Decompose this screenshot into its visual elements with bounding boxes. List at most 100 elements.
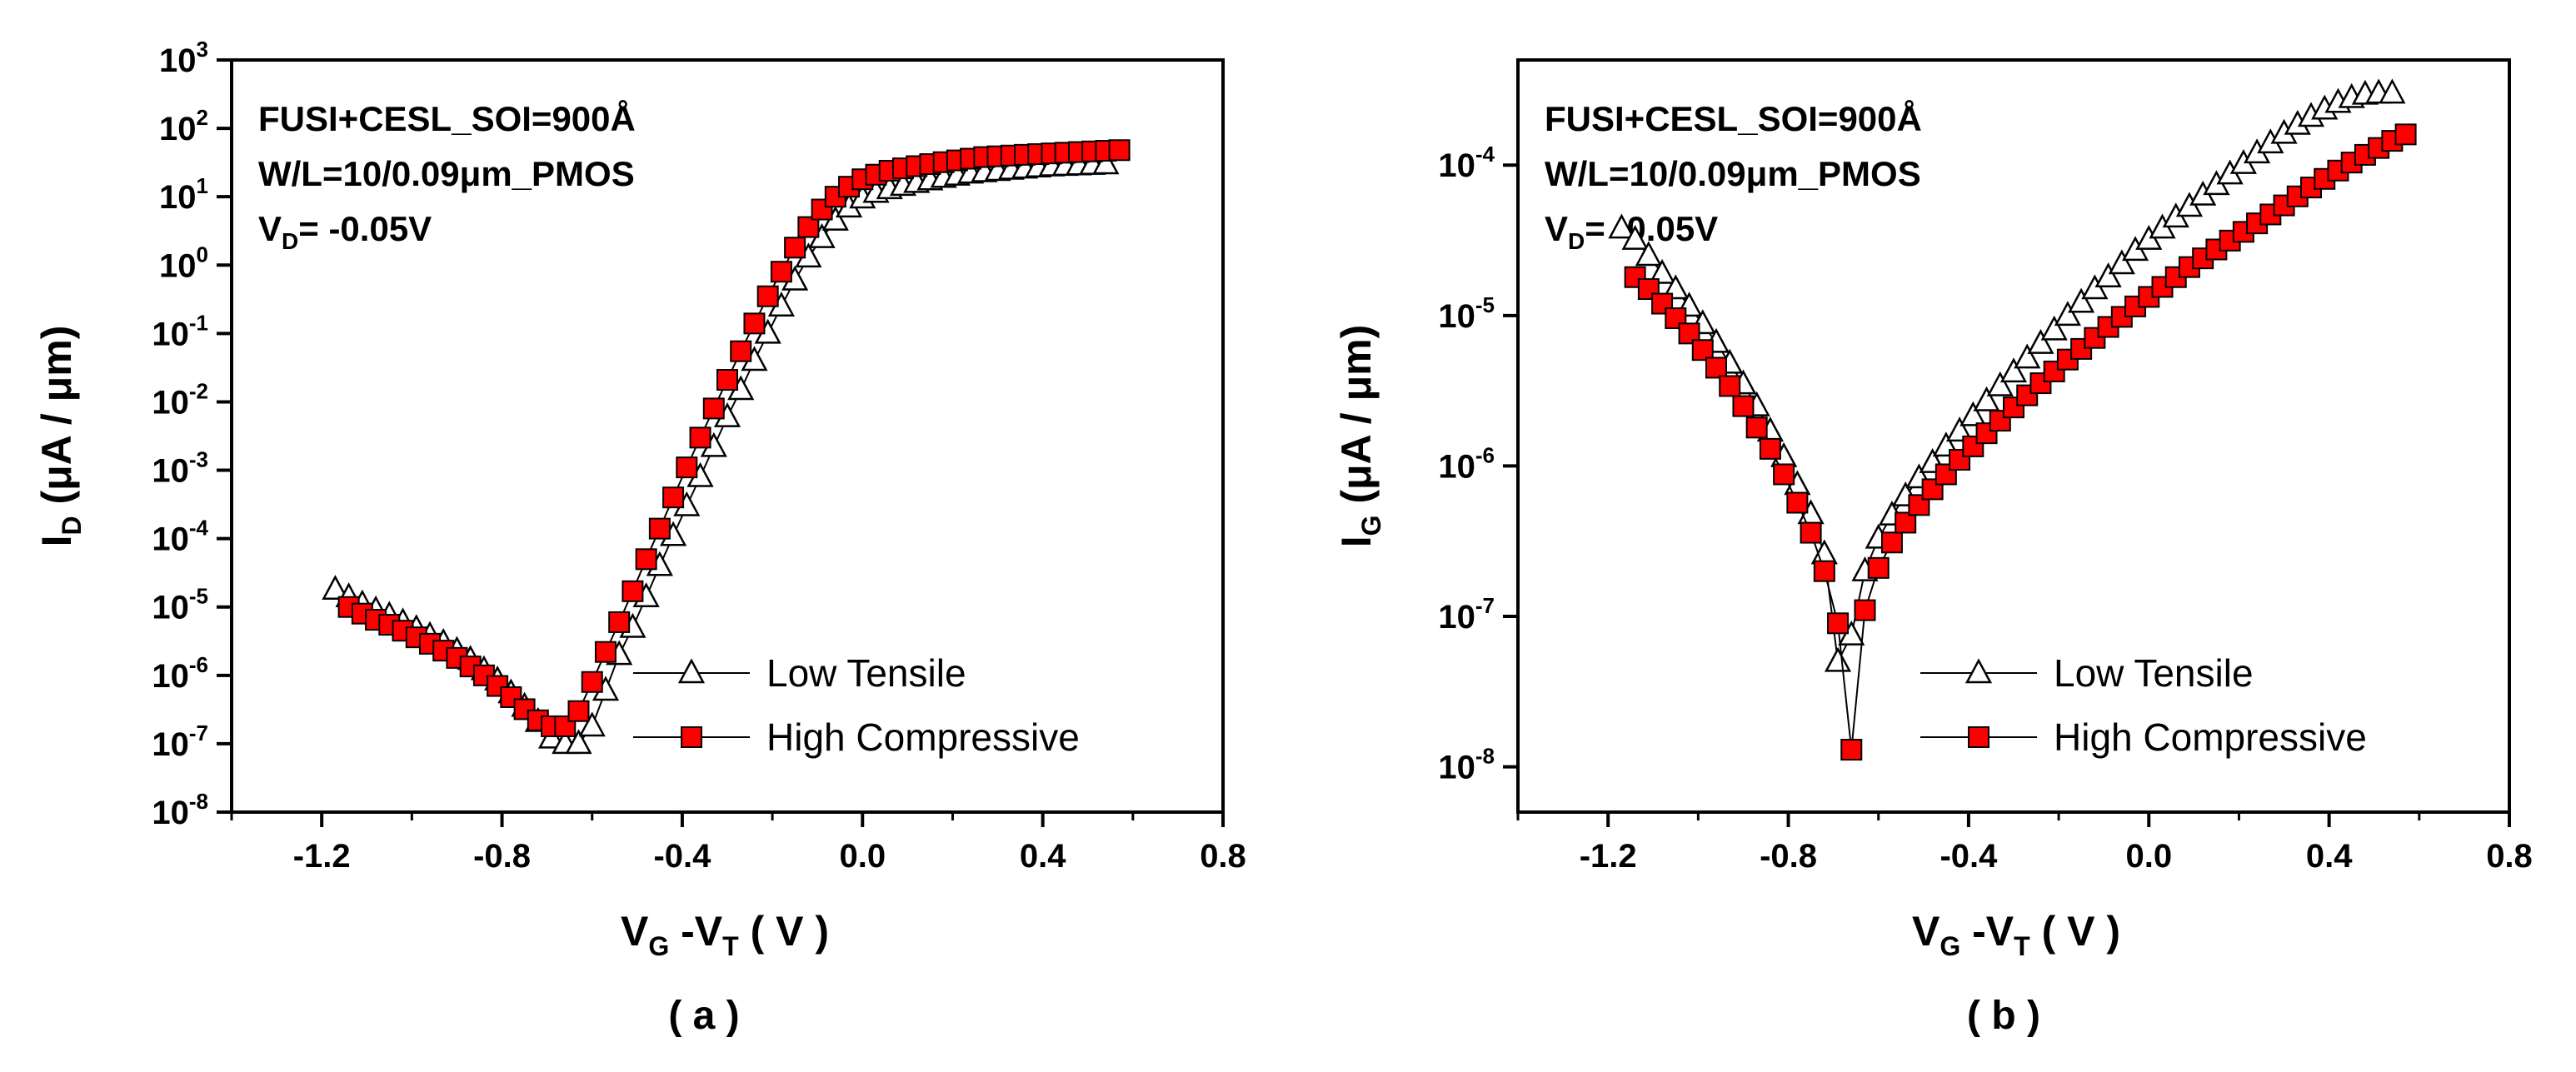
- y-tick-label: 10-4: [1438, 142, 1495, 184]
- data-point: [1691, 339, 1714, 361]
- annotation-line: FUSI+CESL_SOI=900Å: [1545, 99, 1922, 138]
- data-point: [578, 711, 606, 737]
- y-tick-label: 100: [159, 242, 208, 284]
- y-tick-label: 10-1: [152, 310, 208, 352]
- data-point: [322, 575, 349, 601]
- data-point: [1759, 437, 1781, 460]
- data-point: [716, 369, 738, 391]
- annotation-line: VD= -0.05V: [258, 209, 432, 254]
- data-point: [1880, 531, 1903, 554]
- data-point: [635, 548, 657, 571]
- x-tick-label: -0.8: [473, 838, 531, 875]
- data-point: [689, 426, 711, 449]
- legend-label: High Compressive: [766, 715, 1080, 759]
- y-tick-label: 10-4: [152, 516, 208, 558]
- legend-marker: [677, 658, 706, 684]
- panel-b: -1.2 -0.8 -0.4 0.0 0.4 0.8 10-8 10-7 10-6 10-5 10-…: [1333, 58, 2533, 961]
- data-point: [756, 285, 779, 307]
- data-point: [1810, 539, 1838, 565]
- annotation-line: W/L=10/0.09μm_PMOS: [258, 154, 635, 193]
- data-point: [2108, 249, 2135, 275]
- data-point: [797, 216, 820, 238]
- data-point: [1092, 149, 1120, 175]
- data-point: [622, 580, 644, 602]
- data-point: [1745, 416, 1768, 439]
- data-point: [2043, 360, 2065, 382]
- data-point: [1719, 375, 1741, 397]
- data-point: [730, 340, 752, 362]
- y-tick-label: 10-8: [1438, 744, 1495, 786]
- data-point: [1108, 139, 1131, 162]
- data-point: [1662, 274, 1690, 300]
- data-point: [594, 641, 617, 663]
- data-point: [1986, 371, 2014, 396]
- x-tick-label: -1.2: [1580, 838, 1637, 875]
- data-point: [1973, 386, 2000, 411]
- x-tick-label: -0.4: [653, 838, 711, 875]
- data-point: [1621, 224, 1649, 250]
- series-high-compressive: [1624, 123, 2417, 761]
- data-point: [1840, 739, 1863, 761]
- x-tick-label: -0.4: [1939, 838, 1998, 875]
- data-point: [1648, 258, 1676, 284]
- y-axis-title: ID (μA / μm): [33, 326, 87, 547]
- data-point: [1705, 357, 1727, 379]
- data-point: [1959, 401, 1987, 426]
- data-point: [1824, 646, 1852, 672]
- data-point: [2014, 343, 2041, 369]
- series-line: [348, 149, 1120, 727]
- y-tick-label: 10-2: [152, 378, 208, 421]
- plot-frame: [230, 58, 1225, 814]
- panel-a: -1.2 -0.8 -0.4 0.0 0.4 0.8 10-8 10-7 10-6 10-5 10-…: [33, 37, 1246, 961]
- data-point: [784, 237, 806, 259]
- data-point: [1962, 435, 1984, 457]
- y-tick-label: 10-7: [152, 720, 208, 763]
- y-tick-label: 10-6: [1438, 442, 1495, 485]
- x-tick-label: 0.0: [2125, 838, 2172, 875]
- legend-marker: [1964, 658, 1993, 684]
- data-point: [2081, 274, 2109, 300]
- data-point: [567, 700, 590, 722]
- legend-label: High Compressive: [2054, 715, 2367, 759]
- data-point: [2379, 78, 2406, 104]
- plot-frame: [1516, 58, 2511, 814]
- y-axis-title: IG (μA / μm): [1333, 325, 1386, 548]
- data-point: [1773, 463, 1795, 486]
- y-tick-label: 103: [159, 37, 208, 79]
- data-point: [1867, 556, 1890, 579]
- legend-marker: [681, 726, 702, 748]
- data-point: [1635, 241, 1662, 267]
- data-point: [1895, 511, 1917, 534]
- data-point: [565, 729, 592, 755]
- y-tick-label: 102: [159, 105, 208, 147]
- y-tick-label: 10-5: [152, 584, 208, 626]
- data-point: [1945, 416, 1974, 442]
- y-tick-label: 101: [159, 173, 208, 216]
- series-line: [1634, 133, 2407, 750]
- data-point: [2068, 287, 2095, 313]
- data-point: [2054, 301, 2082, 327]
- data-point: [1800, 521, 1822, 544]
- data-point: [1732, 395, 1755, 417]
- data-point: [1608, 213, 1635, 239]
- x-axis-title: VG -VT ( V ): [621, 908, 829, 961]
- y-tick-label: 10-7: [1438, 593, 1495, 636]
- x-tick-label: 0.4: [1020, 838, 1066, 875]
- legend-label: Low Tensile: [2054, 651, 2254, 695]
- data-point: [676, 456, 698, 479]
- x-tick-label: -1.2: [293, 838, 351, 875]
- data-point: [2094, 262, 2122, 287]
- x-tick-label: 0.8: [1200, 838, 1246, 875]
- y-tick-label: 10-8: [152, 789, 208, 831]
- data-point: [1827, 612, 1850, 635]
- data-point: [2084, 327, 2106, 349]
- data-point: [2027, 328, 2054, 354]
- data-point: [770, 261, 792, 283]
- series-low-tensile: [322, 149, 1120, 755]
- data-point: [743, 312, 766, 335]
- legend-label: Low Tensile: [766, 651, 966, 695]
- data-point: [1934, 463, 1957, 486]
- data-point: [1854, 599, 1876, 621]
- panel-label-b: ( b ): [1967, 994, 2040, 1038]
